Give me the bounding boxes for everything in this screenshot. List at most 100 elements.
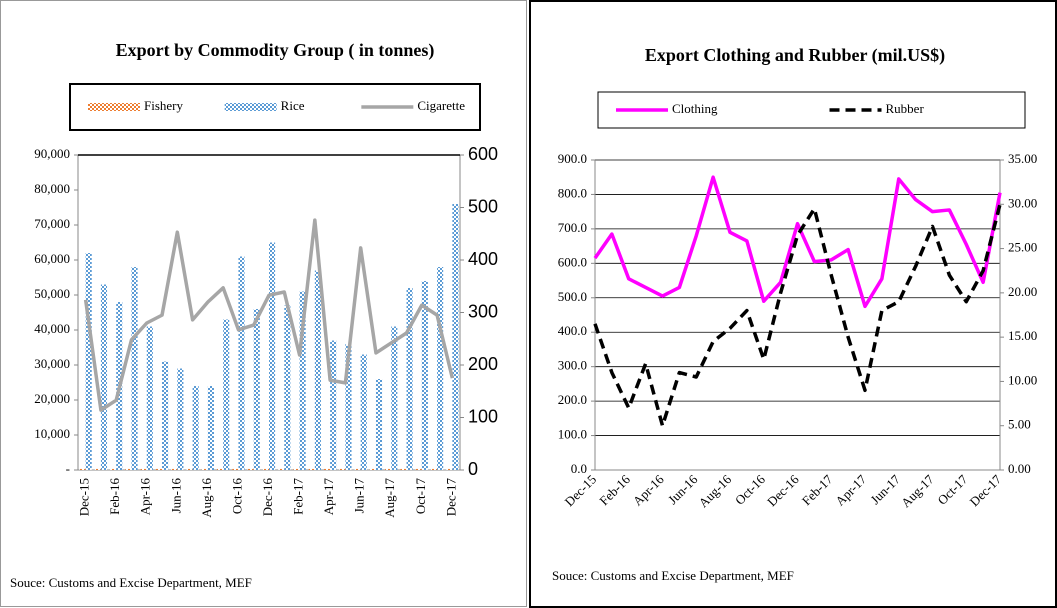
legend-box — [597, 91, 1026, 129]
chart-title: Export by Commodity Group ( in tonnes) — [116, 40, 435, 61]
bar — [155, 468, 163, 470]
bar — [140, 468, 147, 470]
bar — [360, 354, 367, 470]
bar — [345, 344, 352, 470]
bar — [330, 340, 337, 470]
y-tick-label: 200.0 — [558, 392, 587, 407]
x-tick-label: Feb-17 — [799, 471, 836, 508]
bar — [253, 309, 260, 470]
y-tick-label: - — [66, 461, 70, 476]
y2-tick-label: 0.00 — [1008, 461, 1031, 476]
x-tick-label: Feb-16 — [107, 478, 122, 515]
bar — [201, 468, 208, 470]
bar — [278, 468, 285, 470]
bar — [217, 468, 224, 470]
y-tick-label: 90,000 — [34, 146, 70, 161]
bar — [247, 468, 254, 470]
x-tick-label: Aug-17 — [382, 478, 397, 518]
y-tick-label: 60,000 — [34, 251, 70, 266]
bar — [452, 204, 459, 470]
bar — [192, 386, 199, 470]
x-tick-label: Jun-16 — [665, 471, 701, 507]
bar — [314, 270, 321, 470]
bar — [162, 361, 169, 470]
legend-label: Fishery — [144, 98, 184, 113]
y-tick-label: 30,000 — [34, 356, 70, 371]
bar — [437, 267, 444, 470]
bar — [100, 284, 108, 470]
y-tick-label: 100.0 — [558, 427, 587, 442]
bar — [262, 468, 269, 470]
y2-tick-label: 200 — [468, 354, 498, 374]
bar — [94, 468, 101, 470]
y-tick-label: 70,000 — [34, 216, 70, 231]
bar — [369, 468, 376, 470]
x-tick-label: Apr-17 — [832, 471, 869, 508]
x-tick-label: Dec-15 — [77, 478, 92, 516]
x-tick-label: Jun-17 — [867, 471, 903, 507]
y-tick-label: 600.0 — [558, 254, 587, 269]
bar — [131, 267, 138, 470]
x-tick-label: Oct-16 — [732, 471, 768, 507]
x-tick-label: Oct-17 — [934, 471, 970, 507]
bar — [354, 468, 361, 470]
x-tick-label: Apr-16 — [138, 478, 153, 516]
bar — [421, 281, 428, 470]
x-tick-label: Jun-16 — [168, 478, 183, 514]
bar — [232, 468, 239, 470]
bar — [375, 379, 383, 470]
y-tick-label: 800.0 — [558, 185, 587, 200]
bar — [391, 326, 398, 470]
bar — [385, 468, 392, 470]
y2-tick-label: 10.00 — [1008, 372, 1037, 387]
y-tick-label: 20,000 — [34, 391, 70, 406]
y2-tick-label: 0 — [468, 459, 478, 479]
x-tick-label: Feb-17 — [291, 478, 306, 515]
bar — [125, 468, 132, 470]
x-tick-label: Feb-16 — [596, 471, 633, 508]
y2-tick-label: 30.00 — [1008, 195, 1037, 210]
bar — [171, 468, 178, 470]
legend-box — [69, 83, 481, 131]
x-tick-label: Dec-16 — [260, 478, 275, 517]
x-tick-label: Dec-16 — [764, 471, 802, 509]
x-tick-label: Jun-17 — [352, 478, 367, 514]
legend-label: Clothing — [672, 101, 718, 116]
bar — [406, 288, 413, 470]
y-tick-label: 40,000 — [34, 321, 70, 336]
bar — [223, 319, 230, 470]
y-tick-label: 50,000 — [34, 286, 70, 301]
bar — [430, 468, 438, 470]
bar — [446, 468, 453, 470]
bar — [110, 468, 117, 470]
right-panel — [529, 0, 1057, 608]
x-tick-label: Apr-16 — [630, 471, 667, 508]
y2-tick-label: 35.00 — [1008, 151, 1037, 166]
x-tick-label: Aug-17 — [898, 471, 937, 510]
source-note: Souce: Customs and Excise Department, ME… — [552, 568, 794, 583]
y2-tick-label: 600 — [468, 144, 498, 164]
bar — [415, 468, 422, 470]
bar — [284, 305, 291, 470]
bar — [400, 468, 407, 470]
source-note: Souce: Customs and Excise Department, ME… — [10, 575, 252, 590]
bar — [79, 468, 86, 470]
legend-swatch — [88, 103, 140, 111]
y2-tick-label: 400 — [468, 249, 498, 269]
y-tick-label: 500.0 — [558, 289, 587, 304]
y2-tick-label: 15.00 — [1008, 328, 1037, 343]
bar — [339, 468, 346, 470]
bar — [293, 468, 300, 470]
y-tick-label: 0.0 — [571, 461, 587, 476]
bar — [324, 468, 331, 470]
y2-tick-label: 20.00 — [1008, 284, 1037, 299]
x-tick-label: Dec-17 — [443, 478, 458, 517]
bar — [146, 326, 153, 470]
y-tick-label: 300.0 — [558, 358, 587, 373]
left-panel — [0, 0, 527, 607]
y2-tick-label: 5.00 — [1008, 417, 1031, 432]
bar — [177, 368, 184, 470]
x-tick-label: Apr-17 — [321, 478, 336, 516]
y-tick-label: 400.0 — [558, 323, 587, 338]
